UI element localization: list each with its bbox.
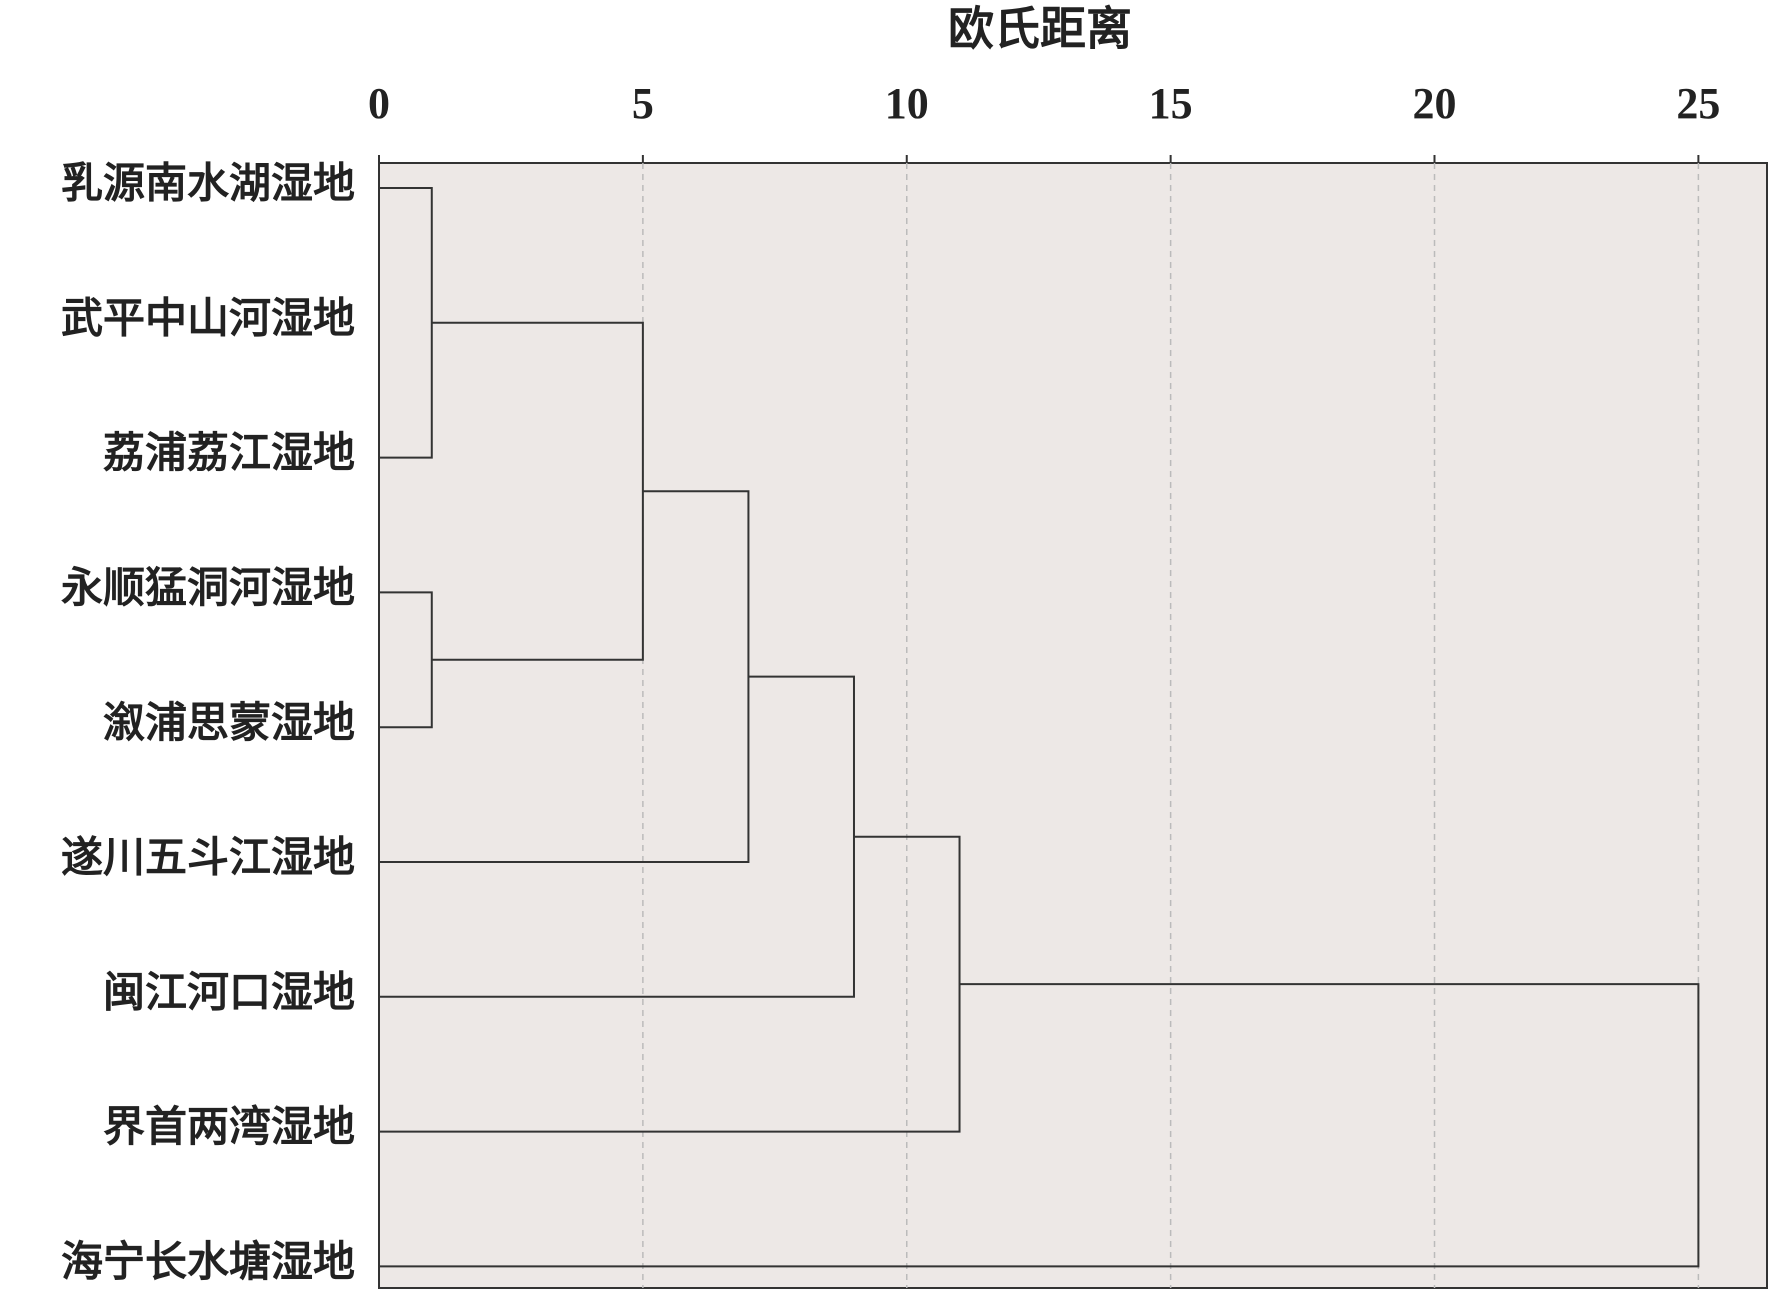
- x-tick-label: 15: [1149, 79, 1193, 128]
- leaf-label: 界首两湾湿地: [103, 1103, 355, 1151]
- dendrogram-link: [379, 983, 1700, 1268]
- leaf-label: 乳源南水湖湿地: [61, 161, 355, 208]
- x-tick-label: 10: [885, 79, 929, 128]
- leaf-label: 荔浦荔江湿地: [103, 430, 355, 477]
- leaf-label: 溆浦思蒙湿地: [103, 700, 355, 747]
- leaf-label: 海宁长水塘湿地: [61, 1239, 355, 1286]
- plot-area: [378, 162, 1768, 1289]
- leaf-label: 永顺猛洞河湿地: [61, 565, 355, 612]
- dendrogram-link: [431, 321, 644, 661]
- x-tick-label: 5: [632, 79, 654, 128]
- leaf-label: 闽江河口湿地: [103, 969, 355, 1016]
- x-tick-label: 0: [368, 79, 390, 128]
- leaf-label: 武平中山河湿地: [61, 295, 355, 342]
- leaf-label: 遂川五斗江湿地: [61, 835, 355, 882]
- x-tick-label: 25: [1676, 79, 1720, 128]
- x-tick-label: 20: [1413, 79, 1457, 128]
- chart-title: 欧氏距离: [948, 4, 1132, 55]
- dendrogram-link: [379, 835, 961, 1133]
